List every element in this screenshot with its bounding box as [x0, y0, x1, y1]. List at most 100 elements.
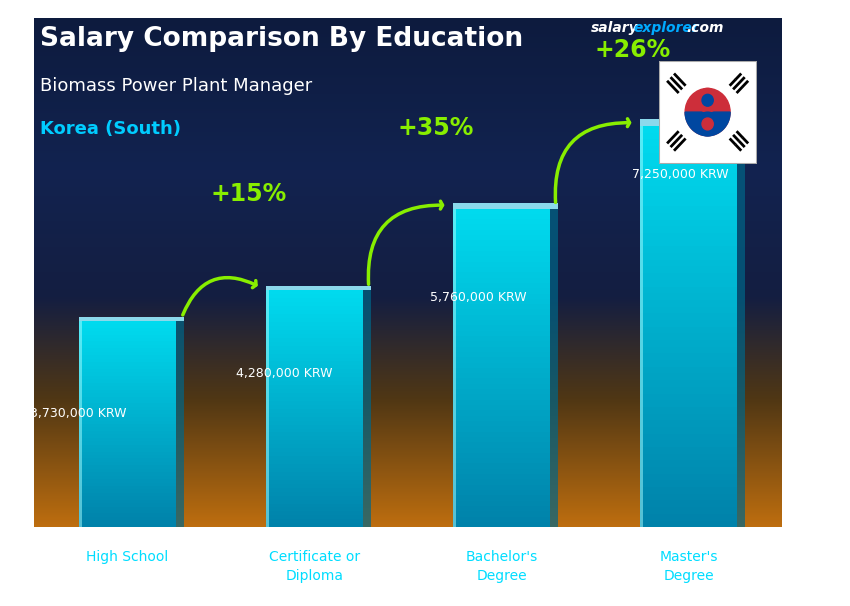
Text: High School: High School — [87, 550, 168, 564]
Bar — [266, 405, 363, 409]
Bar — [640, 380, 737, 387]
Bar — [453, 469, 550, 474]
Bar — [640, 119, 745, 126]
Bar — [79, 451, 176, 455]
Bar — [79, 417, 176, 421]
Bar — [453, 208, 456, 527]
Bar — [453, 395, 550, 400]
Bar — [266, 496, 363, 499]
Bar — [640, 126, 737, 133]
Bar — [79, 390, 176, 393]
Bar — [640, 213, 737, 220]
Polygon shape — [685, 112, 730, 136]
Bar — [640, 193, 737, 199]
Bar — [640, 367, 737, 373]
Bar — [266, 330, 363, 334]
Bar — [453, 379, 550, 384]
Circle shape — [696, 112, 719, 136]
Bar — [266, 468, 363, 472]
Bar — [453, 278, 550, 283]
Bar — [550, 208, 558, 527]
Bar — [79, 441, 176, 445]
Bar — [453, 516, 550, 522]
Bar — [640, 407, 737, 413]
Bar — [453, 479, 550, 485]
Bar — [266, 365, 363, 369]
Bar — [266, 409, 363, 413]
Bar — [640, 287, 737, 293]
Bar — [79, 490, 176, 493]
Bar — [79, 503, 176, 507]
Bar — [453, 288, 550, 293]
Bar — [266, 373, 363, 378]
Bar — [453, 336, 550, 341]
Bar — [79, 445, 176, 448]
Bar — [453, 501, 550, 506]
Bar — [640, 360, 737, 367]
Bar — [640, 126, 643, 527]
Bar — [640, 373, 737, 380]
Bar — [453, 310, 550, 315]
Bar — [266, 314, 363, 318]
Bar — [640, 300, 737, 307]
Bar — [453, 262, 550, 267]
Bar — [453, 358, 550, 362]
Bar — [640, 514, 737, 521]
Bar — [453, 511, 550, 516]
Bar — [640, 400, 737, 407]
Bar — [79, 472, 176, 476]
Bar — [453, 474, 550, 479]
Bar — [79, 414, 176, 417]
Bar — [79, 373, 176, 376]
Bar — [453, 272, 550, 278]
Text: salary: salary — [591, 21, 638, 35]
Bar — [453, 495, 550, 501]
Bar — [79, 462, 176, 465]
Bar — [266, 448, 363, 452]
Bar — [640, 474, 737, 481]
Bar — [453, 224, 550, 230]
Bar — [640, 420, 737, 427]
Bar — [640, 219, 737, 227]
Bar — [266, 488, 363, 491]
Bar — [79, 331, 176, 335]
Bar — [79, 396, 176, 400]
Bar — [79, 476, 176, 479]
Bar — [266, 460, 363, 464]
Bar — [79, 455, 176, 458]
Bar — [79, 431, 176, 435]
Bar — [79, 465, 176, 469]
Bar — [640, 233, 737, 240]
Bar — [453, 437, 550, 442]
Bar — [453, 400, 550, 405]
Bar — [79, 448, 176, 451]
Bar — [640, 461, 737, 467]
Bar — [266, 476, 363, 480]
Bar — [266, 381, 363, 385]
Text: Korea (South): Korea (South) — [40, 120, 180, 138]
Bar — [266, 436, 363, 441]
Bar — [266, 298, 363, 302]
Bar — [79, 524, 176, 527]
Bar — [79, 469, 176, 472]
Bar — [79, 369, 176, 373]
Bar — [79, 341, 176, 345]
Bar — [79, 338, 176, 341]
Bar — [266, 441, 363, 444]
Bar — [640, 240, 737, 247]
Bar — [79, 379, 176, 383]
Bar — [266, 322, 363, 326]
Bar — [266, 421, 363, 425]
Bar — [79, 482, 176, 486]
Bar — [79, 328, 176, 331]
Bar — [79, 317, 184, 321]
Bar — [453, 389, 550, 395]
Bar — [640, 313, 737, 320]
Bar — [640, 199, 737, 206]
Bar — [79, 507, 176, 510]
Bar — [266, 464, 363, 468]
Bar — [453, 362, 550, 368]
Bar — [266, 515, 363, 519]
Bar — [266, 342, 363, 345]
Text: 5,760,000 KRW: 5,760,000 KRW — [430, 291, 527, 304]
